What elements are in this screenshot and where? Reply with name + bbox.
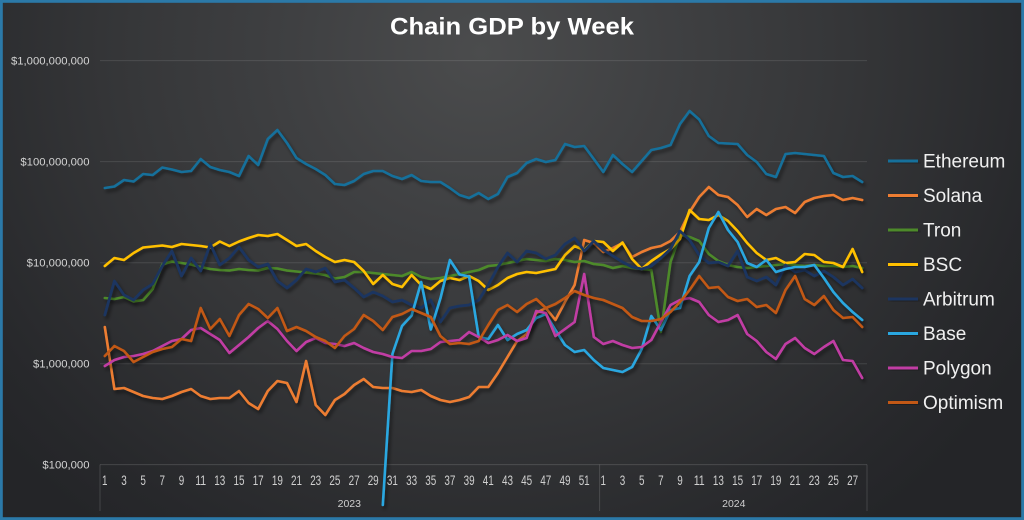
svg-text:39: 39 bbox=[464, 473, 475, 488]
svg-text:3: 3 bbox=[620, 473, 626, 488]
svg-text:23: 23 bbox=[809, 473, 820, 488]
svg-text:Polygon: Polygon bbox=[923, 359, 992, 380]
svg-text:3: 3 bbox=[121, 473, 127, 488]
svg-text:13: 13 bbox=[713, 473, 724, 488]
svg-text:49: 49 bbox=[560, 473, 571, 488]
svg-text:19: 19 bbox=[272, 473, 283, 488]
svg-text:27: 27 bbox=[847, 473, 858, 488]
svg-text:9: 9 bbox=[179, 473, 185, 488]
svg-text:37: 37 bbox=[444, 473, 455, 488]
svg-text:7: 7 bbox=[658, 473, 664, 488]
svg-text:41: 41 bbox=[483, 473, 494, 488]
svg-text:47: 47 bbox=[540, 473, 551, 488]
svg-text:$1,000,000: $1,000,000 bbox=[33, 359, 90, 371]
svg-text:25: 25 bbox=[329, 473, 340, 488]
svg-text:23: 23 bbox=[310, 473, 321, 488]
svg-text:17: 17 bbox=[751, 473, 762, 488]
svg-text:45: 45 bbox=[521, 473, 532, 488]
svg-text:1: 1 bbox=[102, 473, 108, 488]
svg-text:29: 29 bbox=[368, 473, 379, 488]
svg-text:35: 35 bbox=[425, 473, 436, 488]
svg-text:Tron: Tron bbox=[923, 221, 961, 242]
svg-text:2024: 2024 bbox=[722, 498, 746, 510]
svg-text:7: 7 bbox=[160, 473, 166, 488]
svg-text:9: 9 bbox=[677, 473, 683, 488]
svg-text:BSC: BSC bbox=[923, 255, 962, 276]
svg-text:2023: 2023 bbox=[338, 498, 362, 510]
svg-text:17: 17 bbox=[253, 473, 264, 488]
svg-text:25: 25 bbox=[828, 473, 839, 488]
svg-text:1: 1 bbox=[601, 473, 607, 488]
svg-text:21: 21 bbox=[790, 473, 801, 488]
svg-text:Optimism: Optimism bbox=[923, 393, 1003, 414]
svg-text:11: 11 bbox=[694, 473, 705, 488]
svg-text:Base: Base bbox=[923, 324, 966, 345]
svg-text:11: 11 bbox=[195, 473, 206, 488]
svg-text:43: 43 bbox=[502, 473, 513, 488]
svg-text:5: 5 bbox=[639, 473, 645, 488]
svg-text:15: 15 bbox=[732, 473, 743, 488]
svg-text:Chain GDP by Week: Chain GDP by Week bbox=[390, 14, 634, 41]
svg-text:$10,000,000: $10,000,000 bbox=[27, 258, 90, 270]
svg-text:5: 5 bbox=[140, 473, 146, 488]
svg-text:$100,000,000: $100,000,000 bbox=[20, 157, 89, 169]
svg-text:27: 27 bbox=[349, 473, 360, 488]
svg-text:$100,000: $100,000 bbox=[42, 460, 89, 472]
svg-text:13: 13 bbox=[214, 473, 225, 488]
svg-text:33: 33 bbox=[406, 473, 417, 488]
svg-text:Arbitrum: Arbitrum bbox=[923, 290, 995, 311]
svg-text:31: 31 bbox=[387, 473, 398, 488]
svg-text:51: 51 bbox=[579, 473, 590, 488]
svg-text:$1,000,000,000: $1,000,000,000 bbox=[11, 56, 90, 68]
svg-text:19: 19 bbox=[770, 473, 781, 488]
svg-text:15: 15 bbox=[234, 473, 245, 488]
svg-text:Solana: Solana bbox=[923, 186, 983, 207]
svg-text:21: 21 bbox=[291, 473, 302, 488]
svg-text:Ethereum: Ethereum bbox=[923, 152, 1005, 173]
